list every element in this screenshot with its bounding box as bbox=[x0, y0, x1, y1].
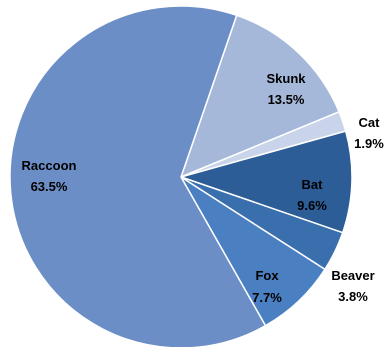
label-bat-name: Bat bbox=[302, 177, 324, 192]
label-skunk-value: 13.5% bbox=[268, 92, 305, 107]
pie-labels: Skunk 13.5% Cat 1.9% Bat 9.6% Beaver 3.8… bbox=[22, 71, 385, 305]
label-skunk-name: Skunk bbox=[266, 71, 306, 86]
pie-slice-skunk bbox=[179, 14, 341, 179]
label-beaver-name: Beaver bbox=[331, 268, 374, 283]
label-raccoon-name: Raccoon bbox=[22, 158, 77, 173]
label-cat-name: Cat bbox=[359, 115, 381, 130]
label-bat-value: 9.6% bbox=[297, 198, 327, 213]
pie-slice-raccoon bbox=[9, 5, 267, 347]
label-beaver-value: 3.8% bbox=[338, 289, 368, 304]
pie-slice-bat bbox=[178, 130, 353, 234]
label-cat-value: 1.9% bbox=[354, 136, 384, 151]
label-fox-name: Fox bbox=[255, 268, 279, 283]
label-fox-value: 7.7% bbox=[252, 290, 282, 305]
label-raccoon-value: 63.5% bbox=[31, 179, 68, 194]
pie-slices bbox=[9, 5, 353, 347]
